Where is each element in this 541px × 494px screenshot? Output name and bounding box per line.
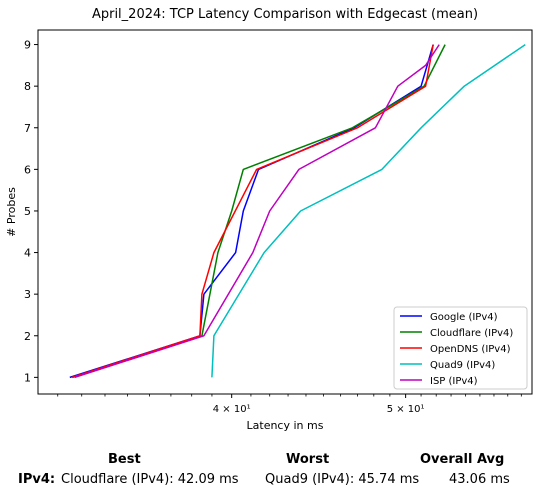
legend-frame — [393, 306, 528, 390]
y-tick-label: 7 — [24, 122, 31, 135]
x-tick-label: 4 × 10¹ — [213, 404, 251, 415]
summary-header-best: Best — [108, 452, 141, 467]
y-tick-label: 3 — [24, 288, 31, 301]
series-line-3 — [71, 44, 434, 379]
x-tick-label: 5 × 10¹ — [387, 404, 425, 415]
legend-label: Cloudflare (IPv4) — [430, 328, 513, 339]
y-tick-label: 6 — [24, 163, 31, 176]
legend: Google (IPv4) Cloudflare (IPv4) OpenDNS (I… — [393, 306, 528, 390]
x-axis-label: Latency in ms — [247, 419, 324, 432]
y-tick-label: 8 — [24, 80, 31, 93]
legend-label: Google (IPv4) — [430, 312, 498, 323]
y-tick-label: 4 — [24, 247, 31, 260]
summary-best-value: Cloudflare (IPv4): 42.09 ms — [61, 472, 239, 487]
series-layer — [69, 43, 526, 379]
y-tick-label: 9 — [24, 39, 31, 52]
legend-label: OpenDNS (IPv4) — [430, 344, 511, 355]
plot-frame — [37, 29, 533, 395]
summary-overall-value: 43.06 ms — [449, 472, 510, 487]
y-tick-label: 1 — [24, 371, 31, 384]
legend-label: Quad9 (IPv4) — [430, 360, 495, 371]
summary-row-label: IPv4: — [18, 472, 56, 487]
axes-layer: 1 2 3 4 5 6 7 8 9 4 × 10¹ 5 × 10¹ — [24, 39, 522, 415]
chart-title: April_2024: TCP Latency Comparison with … — [92, 7, 478, 22]
series-line-1 — [69, 44, 434, 379]
y-tick-label: 2 — [24, 330, 31, 343]
series-line-4 — [211, 43, 526, 378]
series-line-2 — [71, 44, 446, 379]
y-tick-label: 5 — [24, 205, 31, 218]
legend-label: ISP (IPv4) — [430, 376, 478, 387]
summary-worst-value: Quad9 (IPv4): 45.74 ms — [265, 472, 420, 487]
series-line-5 — [74, 44, 440, 379]
summary-header-worst: Worst — [286, 452, 330, 467]
summary-header-overall: Overall Avg — [420, 452, 505, 467]
y-axis-label: # Probes — [5, 187, 18, 237]
